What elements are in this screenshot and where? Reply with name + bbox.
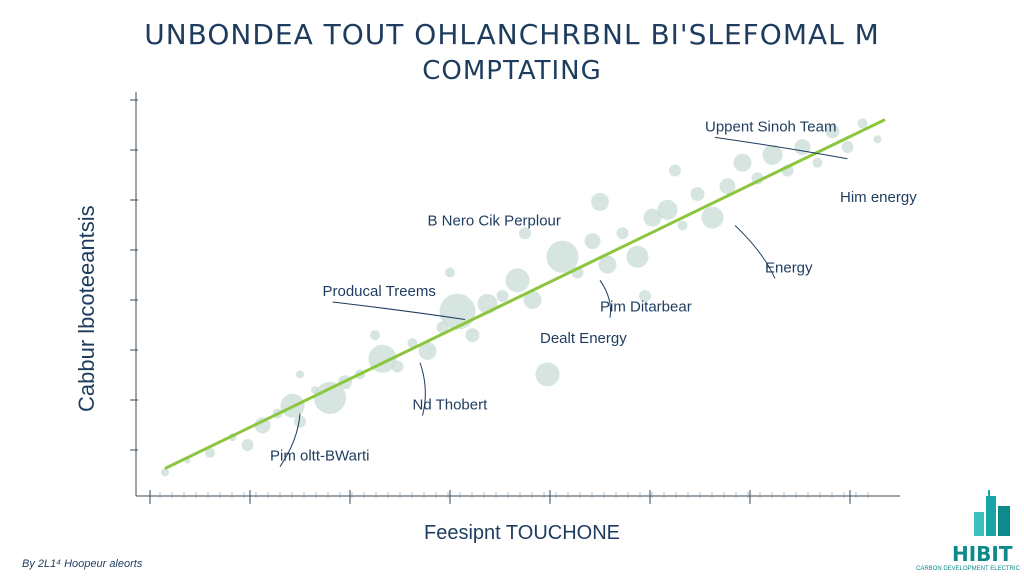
- annotation-label: Pim oltt-BWarti: [270, 448, 369, 465]
- data-point: [825, 124, 840, 139]
- chart-title-line1: UNBONDEA TOUT OHLANCHRBNL BI'SLEFOMAL M: [144, 18, 880, 51]
- data-point: [794, 139, 811, 156]
- data-point: [205, 447, 215, 458]
- annotation-label: Energy: [765, 259, 813, 276]
- data-point: [584, 233, 601, 250]
- data-point: [857, 118, 868, 129]
- data-point: [370, 330, 380, 341]
- data-point: [418, 341, 437, 360]
- annotation-arrow: [279, 413, 301, 467]
- data-point: [677, 220, 688, 231]
- data-point: [535, 362, 560, 387]
- data-point: [812, 157, 823, 168]
- annotation-label: Nd Thobert: [413, 397, 489, 414]
- annotation-label: Pim Ditarbear: [600, 299, 692, 316]
- data-point: [523, 290, 542, 309]
- data-point: [445, 267, 455, 278]
- logo-subtext: CARBON DEVELOPMENT ELECTRIC: [916, 566, 1020, 572]
- data-point: [439, 293, 476, 330]
- annotation-arrow: [599, 280, 611, 318]
- annotation-arrow: [332, 301, 466, 321]
- data-point: [296, 370, 304, 379]
- footer-credit: By 2L1⁴ Hoopeur aleorts: [22, 558, 143, 570]
- annotation-arrow: [734, 225, 776, 279]
- annotation-label: Producal Treems: [323, 283, 436, 300]
- data-point: [254, 417, 271, 434]
- y-axis-label: Cabbur lbcoteeantsis: [74, 205, 99, 412]
- chart-title-line2: COMPTATING: [422, 56, 602, 86]
- annotation-label: Dealt Energy: [540, 330, 627, 347]
- data-point: [496, 290, 509, 302]
- data-point: [294, 415, 306, 428]
- data-point: [762, 144, 783, 165]
- building-logo-icon: [974, 490, 1010, 536]
- data-point: [733, 153, 752, 172]
- logo-text: HIBIT: [952, 542, 1013, 566]
- data-point: [465, 328, 480, 343]
- annotation-label: Uppent Sinoh Team: [705, 118, 836, 135]
- data-point: [626, 245, 649, 268]
- data-point: [701, 206, 724, 229]
- annotation-arrow: [419, 362, 426, 416]
- data-point: [546, 240, 579, 273]
- data-point: [643, 208, 662, 227]
- data-point: [719, 178, 736, 195]
- x-axis-label: Feesipnt TOUCHONE: [424, 522, 620, 544]
- data-point: [841, 141, 854, 154]
- data-point: [314, 381, 346, 414]
- data-point: [161, 468, 169, 477]
- data-point: [519, 227, 531, 240]
- data-point: [873, 135, 882, 144]
- data-point: [591, 192, 609, 211]
- annotation-arrow: [714, 136, 848, 160]
- data-point: [657, 199, 678, 220]
- data-point: [616, 227, 629, 240]
- data-point: [391, 360, 404, 373]
- data-point: [639, 290, 651, 302]
- annotation-label: Him energy: [840, 189, 917, 206]
- data-point: [505, 268, 530, 293]
- data-point: [669, 164, 681, 177]
- data-point: [407, 338, 418, 349]
- annotation-label: B Nero Cik Perplour: [428, 212, 561, 229]
- data-point: [598, 255, 617, 274]
- trend-line: [164, 118, 886, 470]
- data-point: [690, 187, 705, 202]
- data-point: [241, 438, 254, 451]
